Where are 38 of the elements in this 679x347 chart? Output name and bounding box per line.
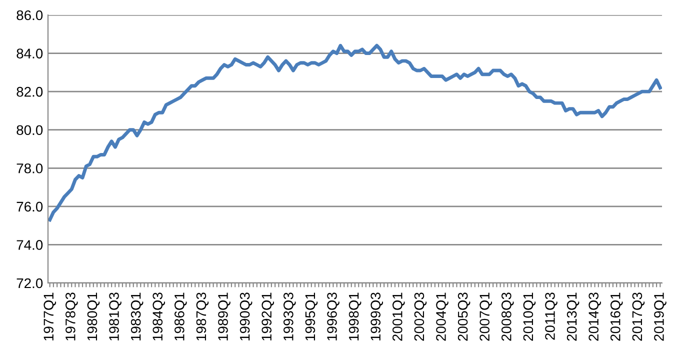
x-tick-label: 1995Q1	[305, 292, 318, 340]
x-tick-label: 1989Q1	[218, 292, 230, 340]
y-tick-label: 82.0	[16, 86, 43, 97]
x-tick-label: 1993Q3	[283, 292, 296, 340]
y-tick-label: 72.0	[16, 278, 43, 288]
y-tick-label: 78.0	[16, 163, 43, 174]
x-tick-label: 2014Q3	[588, 292, 601, 341]
x-tick-label: 1987Q3	[196, 292, 209, 340]
x-tick-label: 2007Q1	[480, 292, 492, 341]
y-tick-label: 84.0	[16, 48, 43, 58]
y-tick-label: 86.0	[16, 10, 43, 20]
x-tick-label: 2016Q1	[610, 292, 623, 341]
x-tick-label: 2001Q1	[392, 292, 405, 341]
x-tick-label: 1978Q3	[66, 292, 78, 340]
y-tick-label: 74.0	[16, 240, 43, 250]
x-tick-label: 1999Q3	[370, 292, 384, 340]
x-tick-label: 2019Q1	[654, 292, 666, 341]
x-tick-label: 2013Q1	[566, 292, 580, 341]
x-tick-label: 1984Q3	[152, 292, 166, 340]
x-tick-label: 2011Q3	[545, 292, 558, 340]
x-tick-label: 1983Q1	[130, 292, 144, 340]
x-tick-label: 2017Q3	[632, 292, 645, 341]
x-tick-label: 2004Q1	[436, 292, 448, 341]
x-tick-label: 2005Q3	[458, 292, 470, 341]
x-tick-label: 1998Q1	[348, 292, 362, 340]
x-tick-label: 1986Q1	[174, 292, 187, 340]
y-tick-label: 80.0	[16, 125, 43, 136]
x-tick-label: 2010Q1	[523, 292, 536, 341]
y-tick-label: 76.0	[16, 202, 43, 212]
x-tick-label: 1992Q1	[262, 292, 274, 340]
x-tick-label: 2002Q3	[414, 292, 427, 341]
x-tick-label: 1981Q3	[109, 292, 122, 340]
x-tick-label: 1980Q1	[87, 292, 100, 340]
x-tick-label: 1977Q1	[44, 292, 56, 340]
x-tick-label: 1990Q3	[240, 292, 252, 340]
x-tick-label: 1996Q3	[327, 292, 340, 340]
line-series	[48, 44, 662, 222]
x-tick-label: 2008Q3	[501, 292, 514, 341]
